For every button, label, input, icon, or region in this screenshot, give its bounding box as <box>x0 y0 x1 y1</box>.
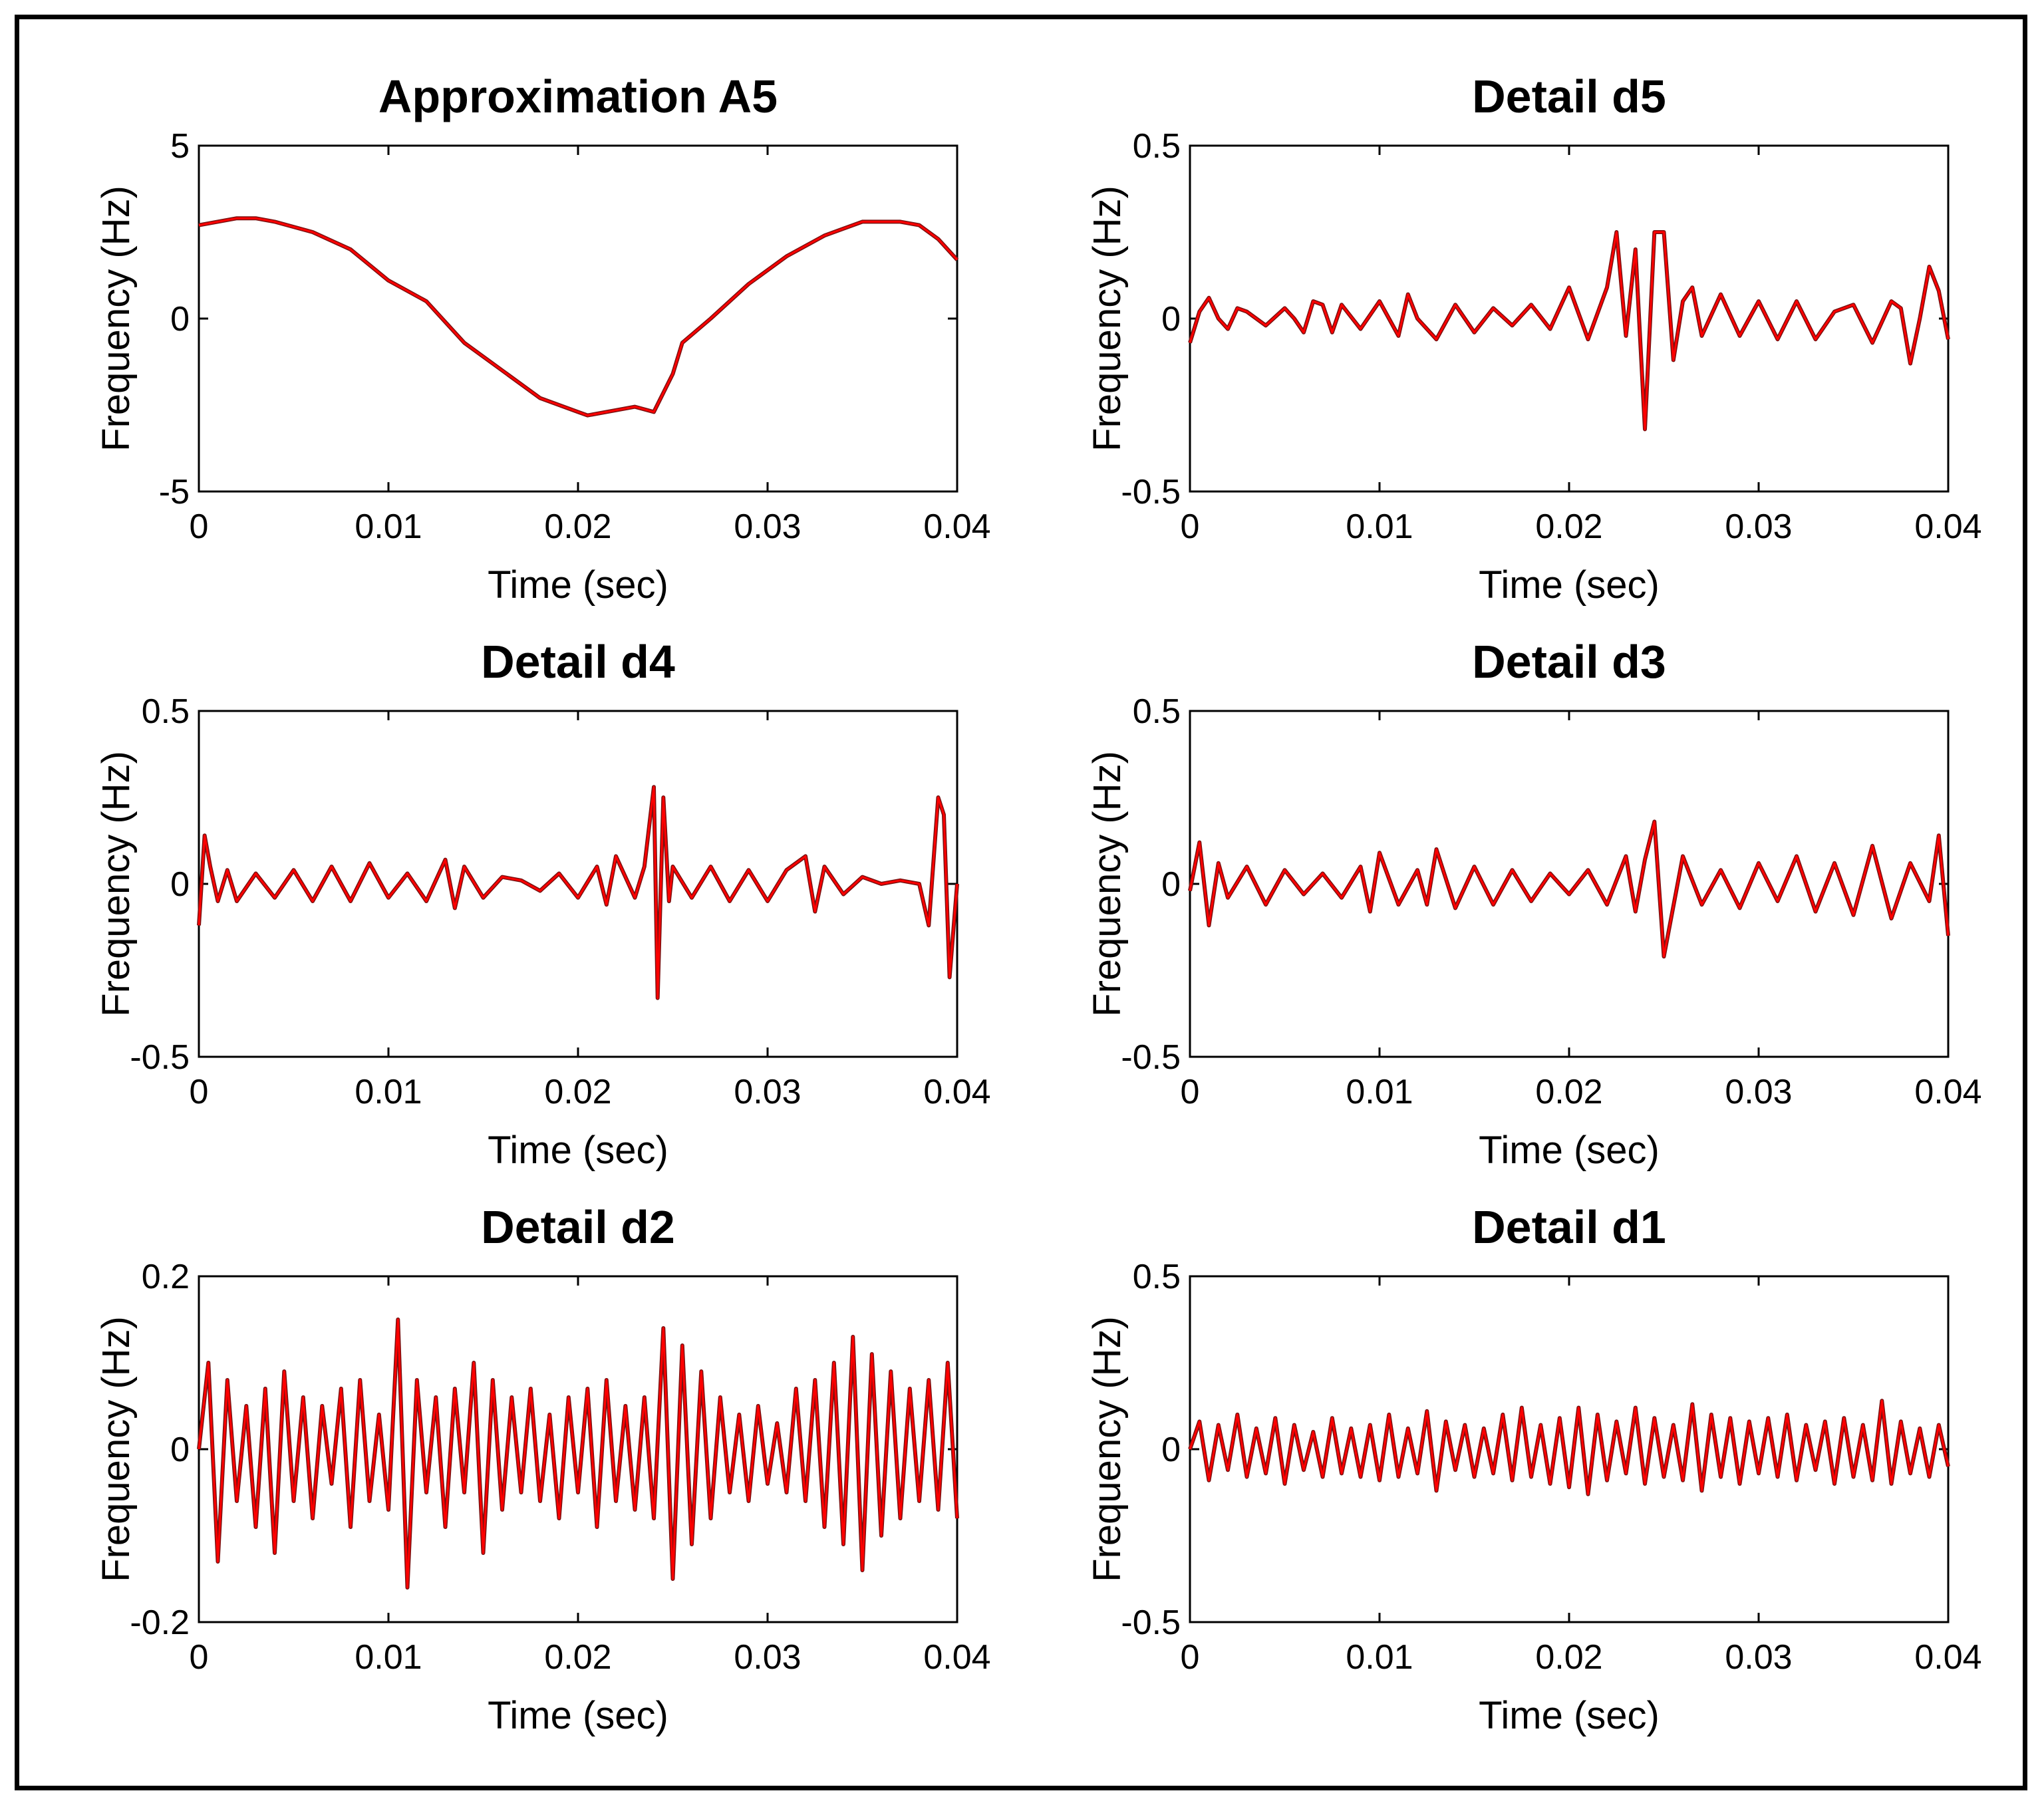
x-tick-label: 0.01 <box>1346 1073 1413 1111</box>
series-line-A5 <box>198 217 958 417</box>
x-tick-label: 0.02 <box>1535 507 1602 546</box>
x-tick-label: 0.01 <box>355 1638 422 1677</box>
y-axis-label: Frequency (Hz) <box>94 186 138 452</box>
y-tick-label: 0.2 <box>142 1258 190 1296</box>
chart-title: Detail d2 <box>481 1201 675 1253</box>
y-tick-label: -0.5 <box>1121 1038 1181 1077</box>
x-tick-label: 0.04 <box>1914 1073 1981 1111</box>
y-axis-label: Frequency (Hz) <box>1086 751 1129 1017</box>
plot-area-box <box>1189 710 1950 1058</box>
x-tick-label: 0.02 <box>1535 1638 1602 1677</box>
x-axis-label: Time (sec) <box>488 1694 668 1737</box>
plot-area-box <box>1189 144 1950 493</box>
y-tick-label: -5 <box>159 473 190 511</box>
y-axis-label: Frequency (Hz) <box>94 1316 138 1582</box>
x-tick-label: 0.03 <box>1725 1073 1792 1111</box>
x-tick-label: 0.04 <box>1914 1638 1981 1677</box>
x-axis-label: Time (sec) <box>488 563 668 607</box>
x-axis-label: Time (sec) <box>1479 563 1660 607</box>
y-tick-label: 0.5 <box>142 692 190 731</box>
plot-area-box <box>198 144 958 493</box>
chart-panel-1: Approximation A50 0.01 0.02 0.03 0.04-505Tim… <box>94 70 991 607</box>
y-tick-label: -0.5 <box>130 1038 190 1077</box>
figure-frame: Approximation A5 0 0.01 0.02 0.03 0.04 -5 0 5 Tim… <box>15 15 2027 1790</box>
y-tick-label: 0.5 <box>1133 692 1181 731</box>
x-tick-label: 0.04 <box>923 1638 990 1677</box>
x-tick-label: 0.03 <box>734 1073 801 1111</box>
chart-title: Detail d3 <box>1472 636 1666 688</box>
x-tick-label: 0.03 <box>1725 507 1792 546</box>
series-line-shadow <box>197 1318 959 1590</box>
x-tick-label: 0 <box>1181 507 1200 546</box>
x-tick-label: 0.01 <box>1346 1638 1413 1677</box>
x-tick-label: 0 <box>190 1638 209 1677</box>
y-axis-label: Frequency (Hz) <box>1086 1316 1129 1582</box>
y-tick-label: 0 <box>170 1431 190 1469</box>
x-tick-label: 0.04 <box>923 1073 990 1111</box>
series-line-d2 <box>198 1318 958 1589</box>
x-tick-label: 0.02 <box>544 507 611 546</box>
plot-area-box <box>198 710 958 1058</box>
y-tick-label: 0.5 <box>1133 127 1181 166</box>
series-line-shadow <box>198 216 959 418</box>
plot-area-box <box>1189 1275 1950 1623</box>
series-line-d5 <box>1189 231 1950 430</box>
chart-title: Detail d4 <box>481 636 675 688</box>
y-tick-label: 5 <box>170 127 190 166</box>
y-axis-label: Frequency (Hz) <box>1086 186 1129 452</box>
x-tick-label: 0.03 <box>734 507 801 546</box>
y-tick-label: 0.5 <box>1133 1258 1181 1296</box>
wavelet-figure: Approximation A50 0.01 0.02 0.03 0.04-505Tim… <box>94 70 1982 1737</box>
x-tick-label: 0.02 <box>1535 1073 1602 1111</box>
plot-area-box <box>198 1275 958 1623</box>
x-tick-label: 0.01 <box>355 1073 422 1111</box>
y-tick-label: -0.5 <box>1121 1603 1181 1642</box>
x-tick-label: 0.01 <box>355 507 422 546</box>
x-tick-label: 0.03 <box>734 1638 801 1677</box>
y-tick-label: 0 <box>170 300 190 339</box>
chart-title: Detail d5 <box>1472 70 1666 122</box>
y-tick-label: 0 <box>1161 300 1181 339</box>
x-tick-label: 0 <box>190 507 209 546</box>
chart-title: Approximation A5 <box>378 70 778 122</box>
x-tick-label: 0.02 <box>544 1073 611 1111</box>
y-tick-label: -0.5 <box>1121 473 1181 511</box>
y-axis-label: Frequency (Hz) <box>94 751 138 1017</box>
series-line-d4 <box>198 785 958 1000</box>
x-tick-label: 0 <box>1181 1073 1200 1111</box>
x-tick-label: 0.03 <box>1725 1638 1792 1677</box>
y-tick-label: 0 <box>170 865 190 904</box>
y-tick-label: 0 <box>1161 865 1181 904</box>
chart-title: Detail d1 <box>1472 1201 1666 1253</box>
x-axis-label: Time (sec) <box>1479 1694 1660 1737</box>
x-tick-label: 0 <box>190 1073 209 1111</box>
x-tick-label: 0.02 <box>544 1638 611 1677</box>
y-tick-label: -0.2 <box>130 1603 190 1642</box>
series-line-shadow <box>1188 819 1950 959</box>
x-axis-label: Time (sec) <box>1479 1129 1660 1172</box>
x-tick-label: 0.04 <box>1914 507 1981 546</box>
x-tick-label: 0 <box>1181 1638 1200 1677</box>
series-line-d1 <box>1189 1399 1950 1496</box>
x-axis-label: Time (sec) <box>488 1129 668 1172</box>
y-tick-label: 0 <box>1161 1431 1181 1469</box>
x-tick-label: 0.04 <box>923 507 990 546</box>
series-line-d3 <box>1189 820 1950 958</box>
x-tick-label: 0.01 <box>1346 507 1413 546</box>
